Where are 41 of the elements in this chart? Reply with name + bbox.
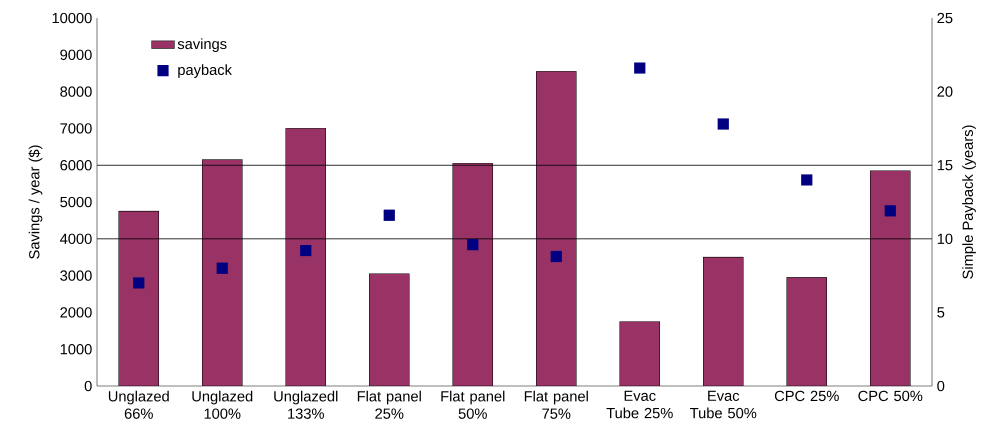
y2-axis-title: Simple Payback (years) [962, 126, 976, 279]
point [384, 210, 395, 221]
y-tick-label: 2000 [60, 307, 92, 318]
y-tick-label: 1000 [60, 344, 92, 354]
x-tick-label: Flat panel 25% [358, 390, 421, 419]
point [884, 205, 896, 216]
y2-tick-label: 20 [937, 86, 952, 97]
point [718, 118, 729, 130]
y-tick-label: 9000 [60, 50, 92, 60]
y-tick-label: 10000 [52, 12, 92, 24]
y-tick-label: 8000 [60, 86, 92, 97]
y-tick-label: 5000 [60, 196, 92, 208]
x-tick-label: Evac Tube 25% [606, 390, 673, 418]
x-tick-label: CPC 50% [858, 390, 922, 402]
point [216, 262, 228, 274]
y2-tick-label: 15 [938, 160, 952, 170]
point [467, 239, 478, 250]
y2-tick-label: 25 [937, 12, 952, 24]
x-tick-label: Flat panel 50% [441, 390, 504, 419]
legend-label: savings [178, 38, 227, 52]
x-tick-label: Flat panel 75% [524, 390, 588, 419]
x-tick-label: Unglazed 66% [108, 390, 169, 419]
y2-tick-label: 10 [938, 234, 952, 244]
y2-tick-label: 5 [937, 307, 944, 318]
legend-label: payback [178, 64, 232, 78]
x-tick-label: Evac Tube 50% [690, 390, 756, 418]
y2-tick-label: 0 [937, 380, 944, 392]
y-axis-title: Savings / year ($) [28, 145, 42, 259]
point [133, 277, 144, 289]
x-tick-label: Unglazed 100% [192, 390, 252, 419]
point [300, 244, 312, 256]
y-tick-label: 3000 [60, 270, 92, 281]
point [801, 174, 812, 186]
point [550, 250, 562, 262]
point [634, 62, 646, 74]
y-tick-label: 0 [84, 380, 92, 392]
y-tick-label: 4000 [60, 234, 92, 244]
x-tick-label: CPC 25% [774, 390, 839, 402]
x-tick-label: Unglazedl 133% [274, 390, 338, 419]
y-tick-label: 7000 [60, 123, 92, 134]
y-tick-label: 6000 [60, 160, 92, 170]
